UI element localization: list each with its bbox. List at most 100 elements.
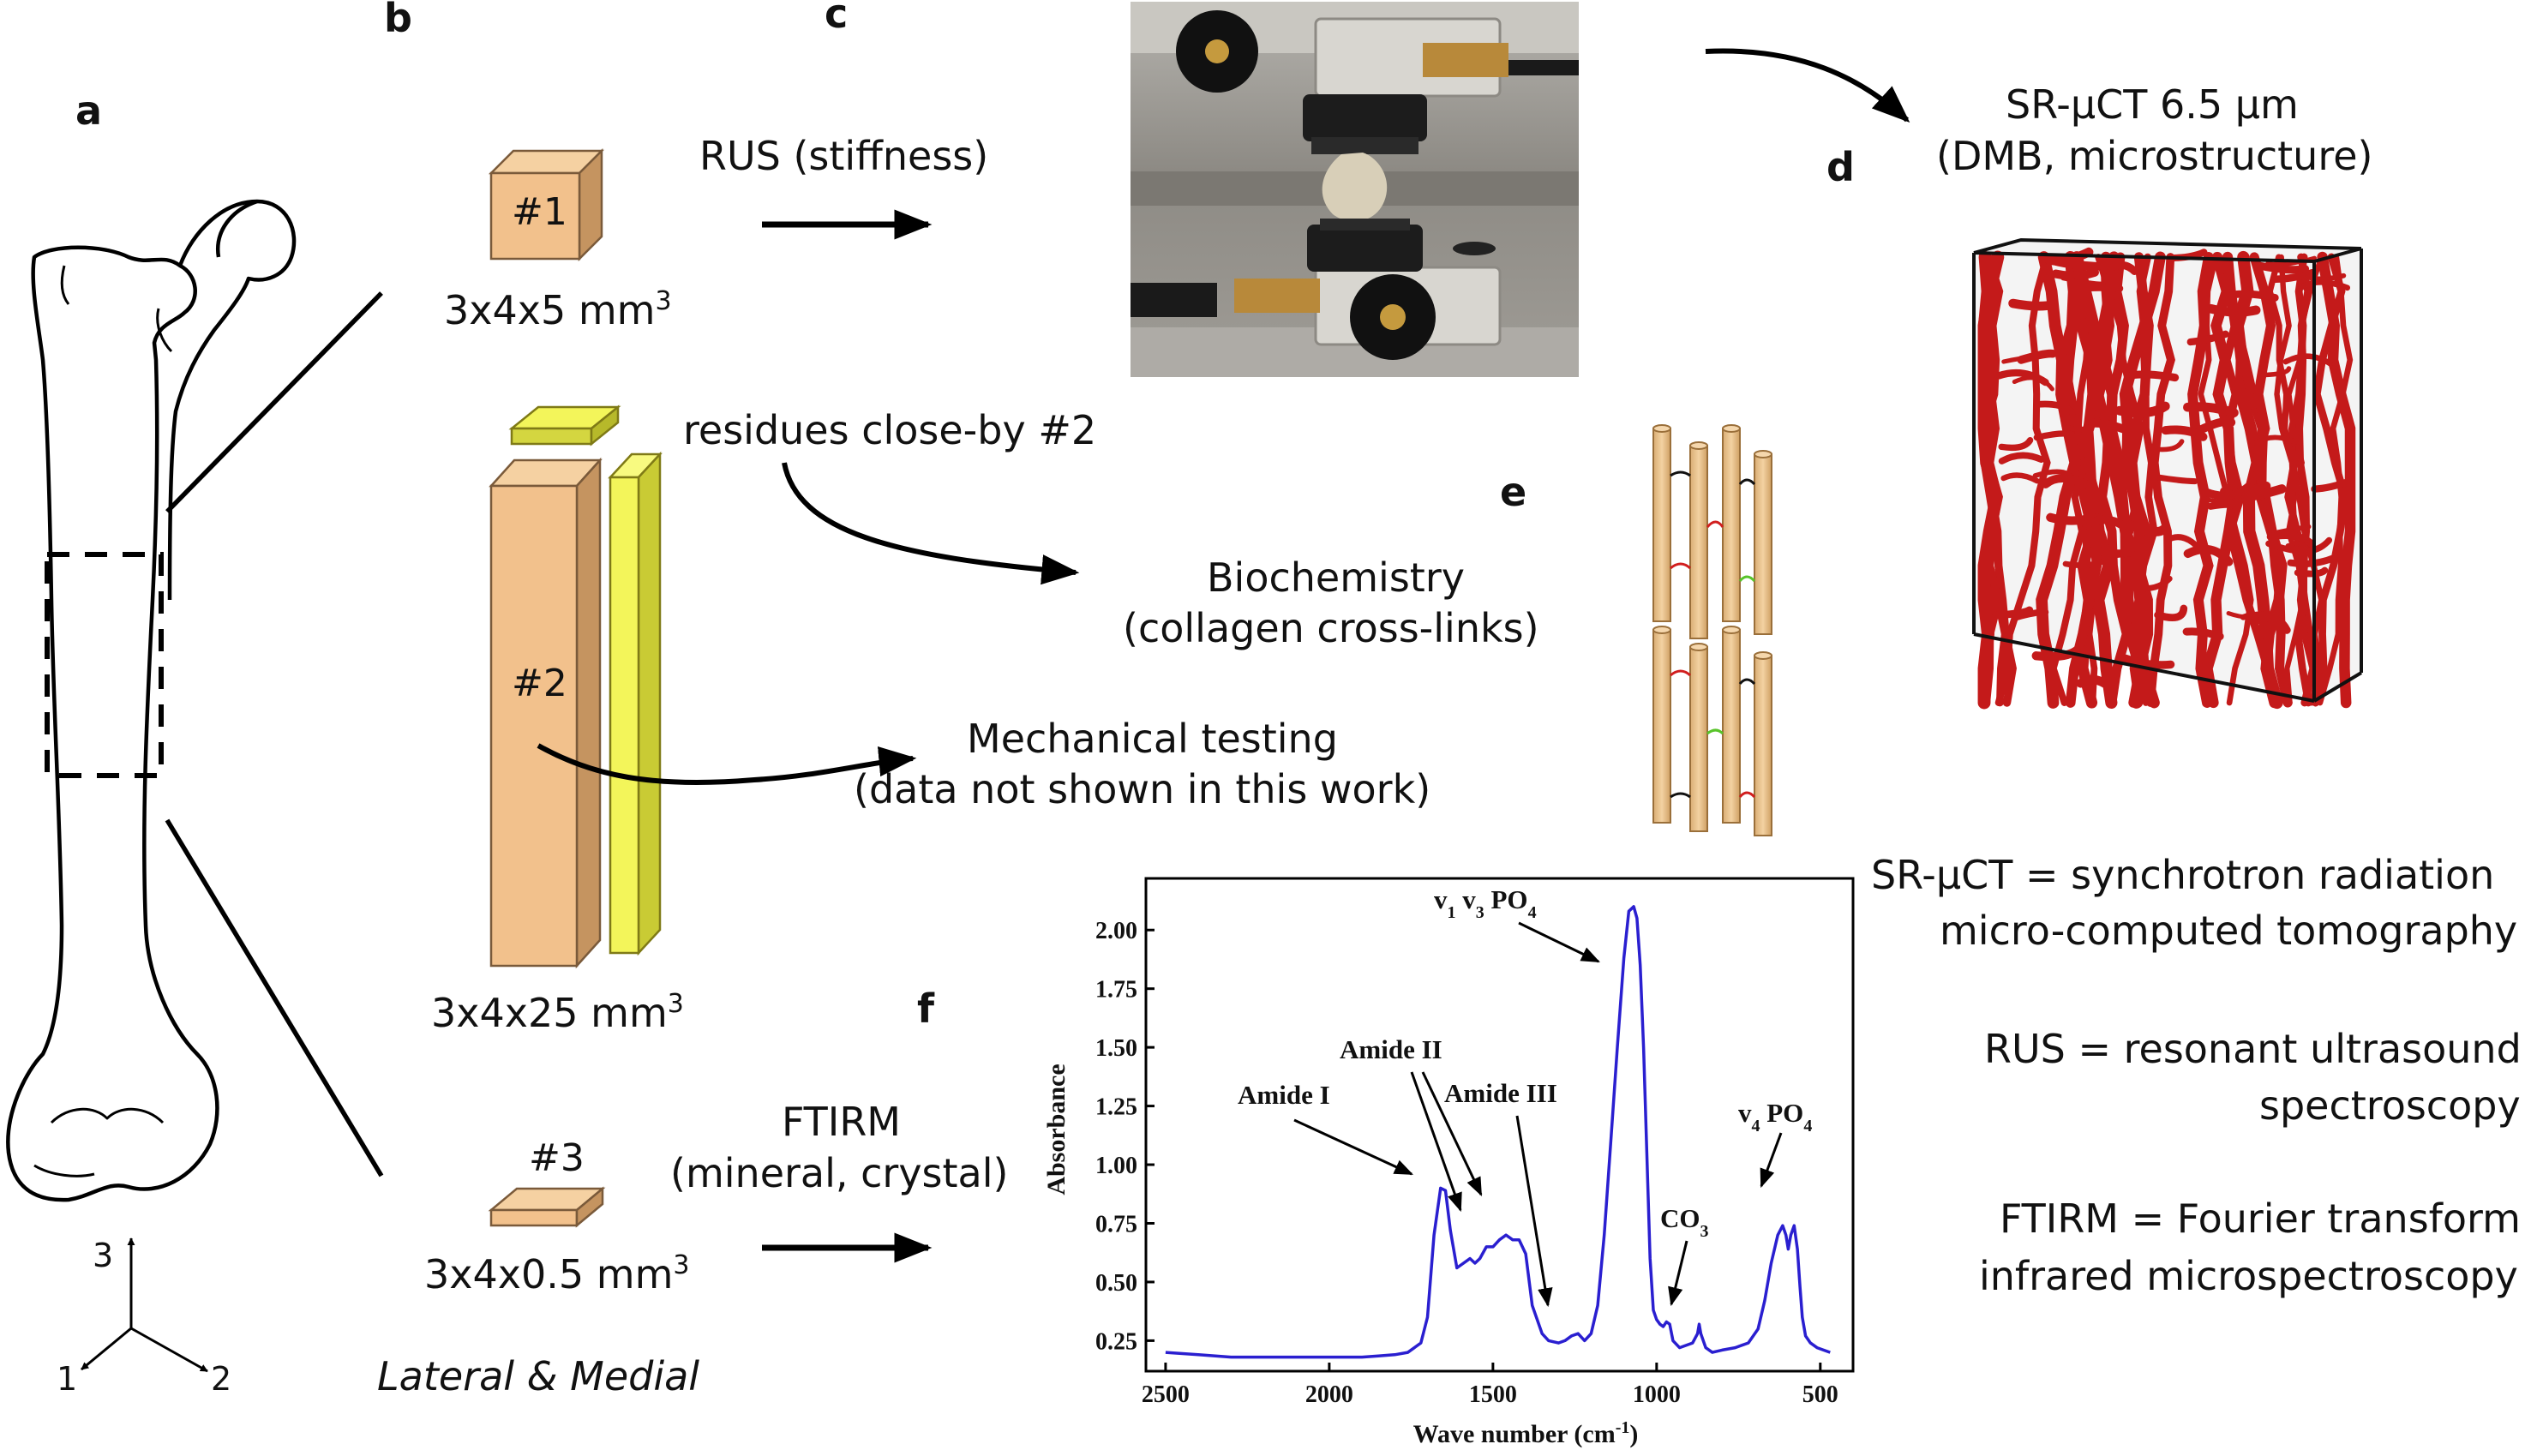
trabecula-strut: [2231, 484, 2287, 502]
trabecula-strut: [2256, 261, 2310, 274]
residues-label: residues close-by #2: [683, 407, 1096, 453]
x-tick-label: 1000: [1633, 1381, 1681, 1408]
sample-1-cube: [488, 147, 605, 262]
annotation-amide-3: Amide III: [1444, 1078, 1557, 1108]
y-axis-title: Absorbance: [1042, 1064, 1071, 1195]
trabecula-strut: [2195, 416, 2236, 435]
trabecula-strut: [1998, 437, 2034, 452]
trabecula: [1977, 250, 2005, 710]
y-tick-label: 0.50: [1095, 1270, 1137, 1297]
trabecula-strut: [2226, 611, 2264, 620]
trabecula-strut: [2128, 370, 2180, 382]
y-tick-label: 1.25: [1095, 1094, 1137, 1121]
residue-bar: [608, 451, 663, 956]
trabecula: [1980, 253, 2009, 707]
x-axis-title: Wave number (cm-1): [1413, 1418, 1639, 1448]
trabecula-strut: [2076, 674, 2118, 694]
y-tick-label: 1.75: [1095, 977, 1137, 1004]
legend-line-4: spectroscopy: [2259, 1082, 2521, 1129]
trabecula-strut: [2001, 354, 2039, 364]
trabecula-strut: [2271, 268, 2317, 283]
mech-label-2: (data not shown in this work): [854, 766, 1430, 812]
biochem-arrow: [782, 462, 1080, 585]
trabecula-strut: [2127, 575, 2173, 592]
trabecula-strut: [2041, 474, 2092, 490]
sample-1-label: #1: [512, 190, 567, 234]
axis-2-label: 2: [211, 1360, 231, 1398]
annotation-arrow-amide-3: [1515, 1115, 1553, 1308]
trabecula-strut: [2155, 474, 2198, 485]
trabecula-strut: [2183, 544, 2234, 566]
zoom-line-top: [165, 291, 383, 513]
trabecula-strut: [2090, 546, 2135, 558]
sample-3-plate: [488, 1186, 606, 1228]
collagen-rod: [1722, 424, 1741, 622]
trabecula-strut: [2265, 540, 2306, 554]
sample-2-dims: 3x4x25 mm3: [431, 989, 684, 1037]
trabecula-strut: [2046, 512, 2097, 525]
legend-line-2: micro-computed tomography: [1940, 908, 2517, 954]
rus-label: RUS (stiffness): [699, 133, 988, 179]
collagen-rod: [1652, 626, 1671, 824]
trabecula-strut: [2182, 627, 2224, 641]
y-tick-label: 0.75: [1095, 1212, 1137, 1238]
region-of-interest: [45, 552, 164, 778]
panel-letter-c: c: [825, 0, 848, 37]
sample-2-label: #2: [512, 662, 567, 705]
collagen-fibrils: [1652, 424, 1772, 836]
trabecula-strut: [2114, 401, 2170, 418]
trabecula-strut: [2206, 303, 2261, 317]
trabecula: [2249, 252, 2293, 708]
collagen-rod: [1689, 643, 1708, 832]
mech-arrow: [537, 743, 917, 785]
trabecula-strut: [2033, 400, 2077, 416]
y-tick-label: 1.50: [1095, 1035, 1137, 1062]
mech-label-1: Mechanical testing: [967, 716, 1338, 762]
legend-line-1: SR-μCT = synchrotron radiation: [1871, 852, 2494, 898]
annotation-amide-1: Amide I: [1238, 1080, 1330, 1110]
trabecula-strut: [2082, 515, 2134, 536]
trabecula-strut: [2051, 267, 2099, 280]
x-tick-label: 1500: [1469, 1381, 1517, 1408]
srct-arrow: [1705, 48, 1910, 123]
srct-label-1: SR-μCT 6.5 μm: [2006, 81, 2299, 128]
annotation-v1v3-po4: v1 v3 PO4: [1434, 884, 1537, 922]
trabecula-strut: [2060, 275, 2106, 287]
legend-line-3: RUS = resonant ultrasound: [1984, 1026, 2522, 1072]
spectrum-series-line: [1165, 905, 1831, 1359]
trabecula-strut: [2311, 476, 2355, 493]
legend-line-5: FTIRM = Fourier transform: [2000, 1195, 2521, 1242]
trabecula-strut: [2062, 555, 2113, 568]
trabecula-strut: [2012, 375, 2054, 392]
annotation-v4-po4: v4 PO4: [1738, 1098, 1812, 1135]
trabecula: [2071, 251, 2147, 709]
trabecula-strut: [2121, 654, 2175, 669]
axis-3-label: 3: [93, 1237, 113, 1274]
trabecula-strut: [2077, 284, 2124, 292]
trabecula-strut: [2164, 534, 2200, 549]
crosslinks: [1670, 470, 1756, 799]
sample-3-dims: 3x4x0.5 mm3: [424, 1250, 689, 1298]
x-tick-label: 2500: [1142, 1381, 1190, 1408]
trabecula-strut: [2033, 430, 2075, 441]
biochem-label-1: Biochemistry: [1207, 554, 1465, 601]
ftir-chart: 0.25 0.50 0.75 1.00 1.25 1.50 1.75 2.00 2500 200…: [1042, 877, 1855, 1448]
trabecula-strut: [1992, 606, 2034, 620]
trabecula-strut: [2282, 353, 2334, 367]
trabecula-strut: [2297, 279, 2351, 291]
panel-letter-d: d: [1826, 144, 1855, 190]
collagen-rod: [1754, 450, 1772, 635]
trabecula: [2065, 252, 2102, 708]
sample-2-bar: [489, 457, 603, 969]
trabecula-strut: [2228, 290, 2279, 302]
collagen-rod: [1754, 651, 1772, 836]
annotation-co3: CO3: [1660, 1203, 1709, 1241]
annotation-amide-2: Amide II: [1340, 1034, 1442, 1064]
lateral-medial-note: Lateral & Medial: [377, 1353, 699, 1399]
collagen-rod: [1652, 424, 1671, 622]
plot-frame: [1144, 877, 1855, 1373]
x-tick-label: 2000: [1305, 1381, 1353, 1408]
trabecula-strut: [2161, 425, 2208, 441]
collagen-rod: [1722, 626, 1741, 824]
